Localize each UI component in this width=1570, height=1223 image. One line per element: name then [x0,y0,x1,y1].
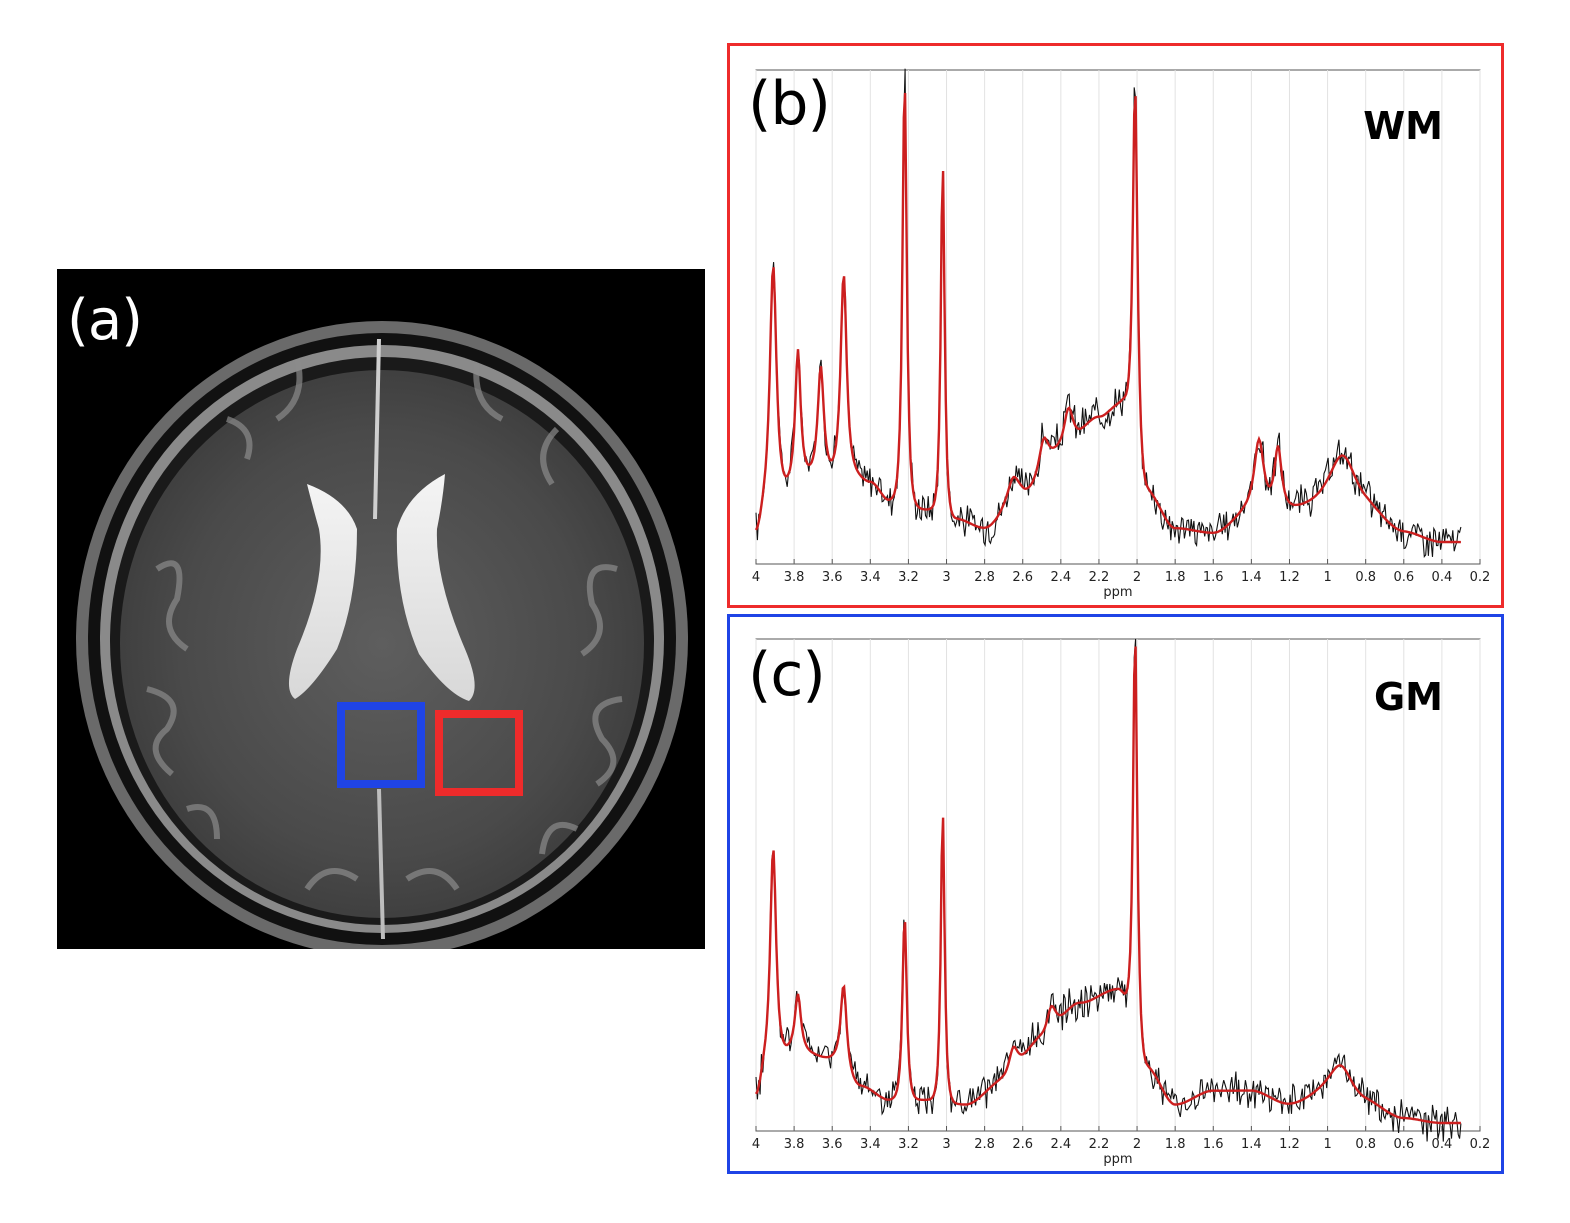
x-tick-label: 2.8 [974,570,995,585]
x-tick-label: 3 [942,1137,950,1152]
x-tick-label: 2 [1133,1137,1141,1152]
x-tick-label: 2.8 [974,1137,995,1152]
x-tick-label: 4 [752,1137,760,1152]
x-tick-label: 3.8 [784,1137,805,1152]
x-tick-label: 3 [942,570,950,585]
interhemispheric-fissure-posterior [377,788,385,940]
x-tick-label: 1.6 [1203,570,1224,585]
x-tick-label: 1.4 [1241,570,1262,585]
x-tick-label: 3.8 [784,570,805,585]
x-tick-label: 3.6 [822,1137,843,1152]
x-tick-label: 1.8 [1165,1137,1186,1152]
x-tick-label: 2.6 [1012,1137,1033,1152]
x-tick-label: 1.2 [1279,570,1300,585]
x-tick-label: 2 [1133,570,1141,585]
panel-b-label: (b) [748,69,831,139]
x-tick-label: 3.4 [860,570,881,585]
x-tick-label: 3.2 [898,570,919,585]
panel-c-label: (c) [748,640,826,710]
x-tick-label: 1 [1323,1137,1331,1152]
gm-spectrum-chart: 4 3.8 3.6 3.4 3.2 3 2.8 2.6 2.4 2.2 2 1.8 1.6 1.4 1.2 1… [752,638,1491,1167]
x-tick-label: 0.8 [1355,1137,1376,1152]
x-tick-label: 1 [1323,570,1331,585]
wm-spectrum-panel: 4 3.8 3.6 3.4 3.2 3 2.8 2.6 2.4 2.2 2 1.8 1.6 1.4 1.2 1… [727,43,1504,608]
fitted-spectrum-line [754,646,1461,1125]
x-tick-label: 2.4 [1050,570,1071,585]
x-tick-label: 0.6 [1393,570,1414,585]
x-tick-label: 1.8 [1165,570,1186,585]
mri-image-panel: (a) [57,269,705,949]
gm-tissue-label: GM [1373,675,1443,719]
x-tick-label: 1.2 [1279,1137,1300,1152]
x-tick-label: 3.2 [898,1137,919,1152]
wm-spectrum-chart: 4 3.8 3.6 3.4 3.2 3 2.8 2.6 2.4 2.2 2 1.8 1.6 1.4 1.2 1… [752,68,1491,600]
wm-roi-box [435,710,523,796]
gm-spectrum-panel: 4 3.8 3.6 3.4 3.2 3 2.8 2.6 2.4 2.2 2 1.8 1.6 1.4 1.2 1… [727,614,1504,1174]
x-tick-label: 3.4 [860,1137,881,1152]
x-tick-label: 3.6 [822,570,843,585]
x-tick-label: 1.6 [1203,1137,1224,1152]
gm-roi-box [337,702,425,788]
x-tick-label: 0.2 [1470,570,1491,585]
x-tick-label: 0.2 [1470,1137,1491,1152]
right-lateral-ventricle [396,474,475,701]
x-axis-title: ppm [1103,1152,1132,1167]
x-tick-label: 4 [752,570,760,585]
measured-spectrum-line [755,68,1462,559]
cortical-sulci [146,358,623,891]
mri-axial-slice [76,321,688,949]
x-axis-title: ppm [1103,585,1132,600]
fitted-spectrum-line [754,92,1461,544]
plot-area-frame [755,638,1481,1132]
x-tick-label: 0.4 [1432,1137,1453,1152]
x-tick-label: 2.4 [1050,1137,1071,1152]
left-lateral-ventricle [288,484,357,699]
wm-tissue-label: WM [1363,104,1443,148]
measured-spectrum-line [755,638,1462,1142]
brain-parenchyma [120,370,644,918]
interhemispheric-fissure-anterior [373,338,381,520]
x-tick-label: 2.2 [1089,1137,1110,1152]
x-tick-label: 0.6 [1393,1137,1414,1152]
panel-a-label: (a) [67,288,143,353]
x-tick-label: 0.4 [1432,570,1453,585]
x-tick-label: 2.6 [1012,570,1033,585]
x-tick-label: 1.4 [1241,1137,1262,1152]
x-tick-label: 2.2 [1089,570,1110,585]
x-tick-label: 0.8 [1355,570,1376,585]
